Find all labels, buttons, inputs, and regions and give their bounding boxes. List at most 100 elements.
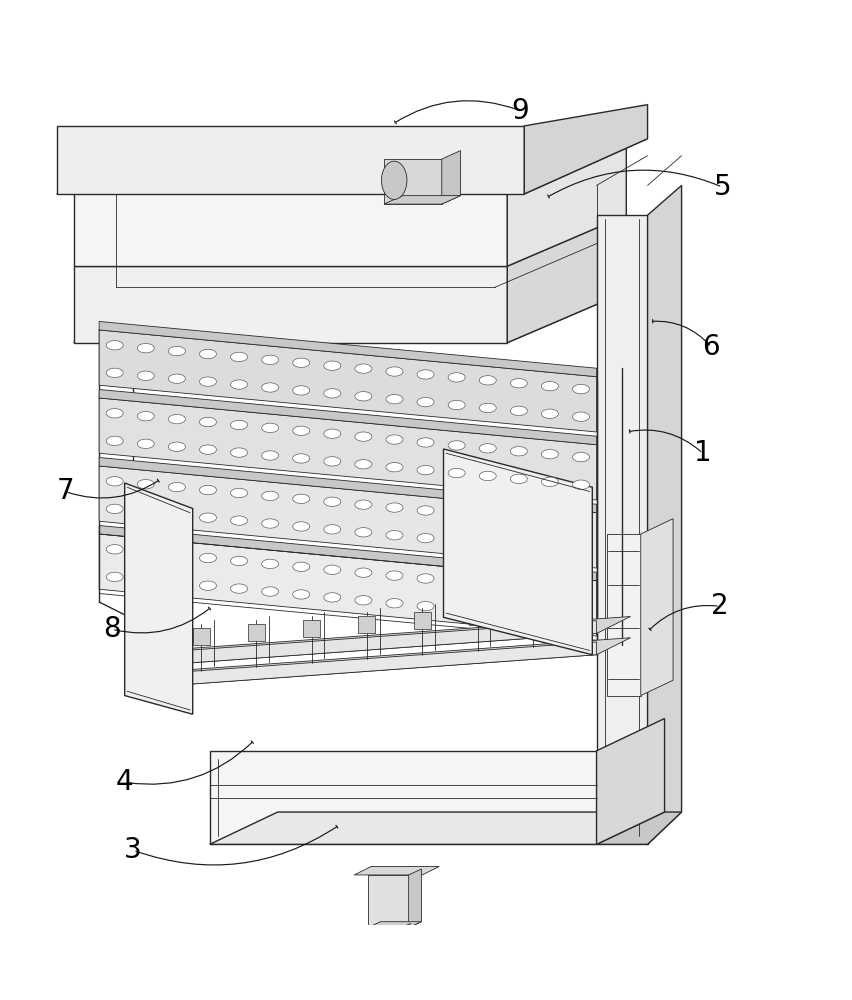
Polygon shape (124, 483, 193, 714)
Polygon shape (596, 812, 681, 844)
Ellipse shape (106, 436, 123, 446)
Ellipse shape (447, 509, 464, 518)
Ellipse shape (262, 451, 279, 460)
Ellipse shape (447, 400, 464, 410)
Polygon shape (99, 330, 596, 432)
Ellipse shape (385, 394, 402, 404)
Ellipse shape (572, 588, 589, 598)
Ellipse shape (479, 580, 496, 589)
Polygon shape (443, 449, 591, 655)
Ellipse shape (479, 539, 496, 549)
Ellipse shape (324, 593, 341, 602)
Ellipse shape (385, 367, 402, 376)
Polygon shape (408, 869, 421, 928)
Polygon shape (99, 526, 596, 581)
Ellipse shape (199, 417, 216, 427)
Ellipse shape (354, 500, 371, 509)
Ellipse shape (541, 518, 558, 527)
Polygon shape (596, 215, 647, 844)
Ellipse shape (479, 444, 496, 453)
Ellipse shape (324, 361, 341, 370)
Ellipse shape (417, 506, 434, 515)
Ellipse shape (168, 578, 185, 587)
Polygon shape (150, 621, 596, 666)
Ellipse shape (324, 565, 341, 574)
Ellipse shape (230, 556, 247, 566)
Ellipse shape (479, 403, 496, 413)
Polygon shape (56, 139, 647, 194)
Ellipse shape (262, 519, 279, 528)
Ellipse shape (262, 559, 279, 569)
Ellipse shape (137, 439, 154, 448)
Polygon shape (524, 105, 647, 194)
Ellipse shape (230, 584, 247, 593)
Ellipse shape (417, 465, 434, 475)
Text: 1: 1 (694, 439, 711, 467)
Ellipse shape (572, 452, 589, 462)
Ellipse shape (230, 420, 247, 430)
Ellipse shape (199, 513, 216, 522)
Text: 2: 2 (711, 592, 728, 620)
Ellipse shape (292, 426, 309, 435)
Text: 9: 9 (510, 97, 528, 125)
Ellipse shape (106, 545, 123, 554)
Ellipse shape (137, 411, 154, 421)
Ellipse shape (199, 349, 216, 359)
Polygon shape (99, 534, 596, 636)
Ellipse shape (417, 370, 434, 379)
Ellipse shape (541, 477, 558, 486)
Text: 3: 3 (124, 836, 142, 864)
Ellipse shape (447, 468, 464, 478)
Ellipse shape (417, 574, 434, 583)
Text: 7: 7 (56, 477, 74, 505)
Polygon shape (73, 266, 507, 343)
Ellipse shape (324, 497, 341, 506)
Ellipse shape (479, 607, 496, 617)
Ellipse shape (479, 376, 496, 385)
Ellipse shape (262, 383, 279, 392)
Ellipse shape (106, 504, 123, 514)
Ellipse shape (137, 343, 154, 353)
Polygon shape (150, 638, 630, 687)
Ellipse shape (354, 568, 371, 577)
Ellipse shape (541, 613, 558, 623)
Ellipse shape (509, 542, 527, 552)
Ellipse shape (385, 571, 402, 580)
Ellipse shape (137, 480, 154, 489)
Ellipse shape (572, 616, 589, 625)
Polygon shape (99, 398, 596, 500)
Polygon shape (383, 159, 441, 204)
Ellipse shape (168, 510, 185, 519)
Ellipse shape (106, 341, 123, 350)
Ellipse shape (385, 463, 402, 472)
Ellipse shape (168, 442, 185, 451)
Ellipse shape (106, 409, 123, 418)
Ellipse shape (385, 531, 402, 540)
Ellipse shape (354, 460, 371, 469)
Polygon shape (99, 457, 596, 513)
Ellipse shape (292, 358, 309, 367)
Ellipse shape (168, 374, 185, 383)
Ellipse shape (230, 448, 247, 457)
Ellipse shape (230, 352, 247, 362)
Ellipse shape (509, 379, 527, 388)
Ellipse shape (447, 373, 464, 382)
Ellipse shape (168, 482, 185, 492)
Ellipse shape (509, 406, 527, 416)
Ellipse shape (572, 480, 589, 489)
Polygon shape (99, 466, 596, 568)
Ellipse shape (262, 355, 279, 365)
Ellipse shape (292, 522, 309, 531)
Ellipse shape (324, 389, 341, 398)
Ellipse shape (447, 441, 464, 450)
Ellipse shape (137, 507, 154, 516)
Ellipse shape (385, 435, 402, 444)
Polygon shape (413, 612, 430, 629)
Ellipse shape (385, 599, 402, 608)
Ellipse shape (447, 577, 464, 586)
Ellipse shape (541, 409, 558, 418)
Polygon shape (469, 608, 486, 625)
Ellipse shape (106, 368, 123, 378)
Polygon shape (150, 642, 596, 687)
Polygon shape (596, 719, 664, 844)
